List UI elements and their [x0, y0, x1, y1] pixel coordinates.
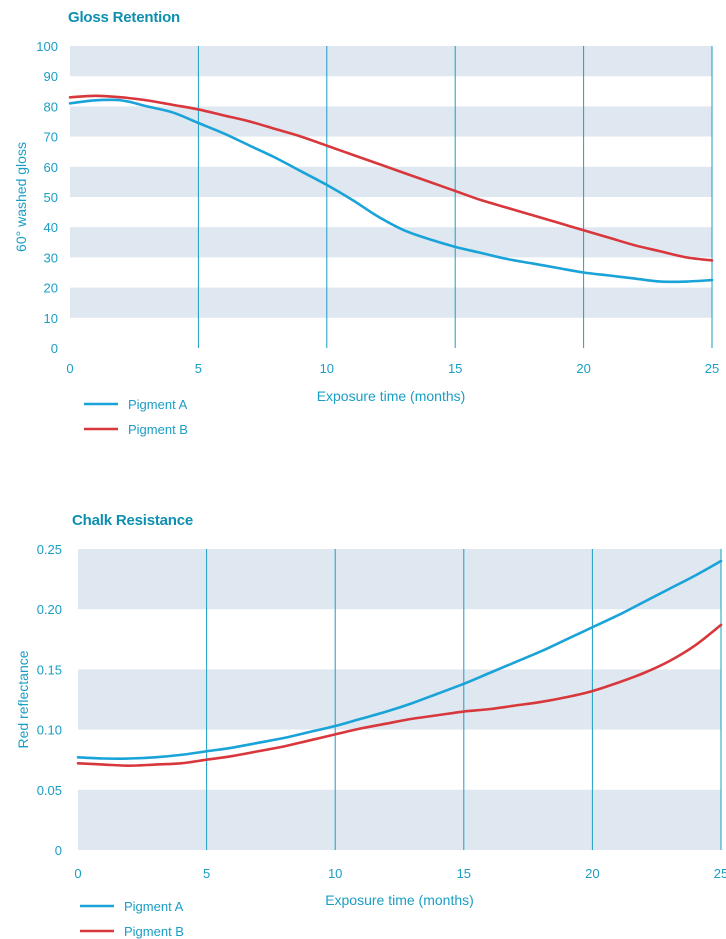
x-tick-label: 20 — [585, 866, 599, 881]
chalk-resistance-chart: 0 5 10 15 20 25 0 0.05 0.10 0.15 0.20 0.25 Exposure … — [15, 542, 726, 939]
x-axis-label: Exposure time (months) — [317, 388, 466, 404]
y-tick-label: 90 — [44, 69, 58, 84]
chart-title: Gloss Retention — [68, 9, 181, 26]
y-tick-label: 30 — [44, 250, 58, 265]
y-tick-label: 0 — [55, 843, 62, 858]
y-tick-label: 0.15 — [37, 662, 62, 677]
y-tick-label: 60 — [44, 160, 58, 175]
x-tick-label: 5 — [195, 361, 202, 376]
x-tick-label: 5 — [203, 866, 210, 881]
series-line-pigment-b — [68, 94, 714, 262]
grid-band — [70, 106, 712, 137]
y-axis-label: Red reflectance — [15, 650, 31, 748]
series-line-pigment-b — [76, 623, 723, 768]
series-line-pigment-a — [68, 98, 714, 284]
grid-band — [70, 227, 712, 258]
x-tick-label: 25 — [705, 361, 719, 376]
x-axis-label: Exposure time (months) — [325, 892, 474, 908]
y-tick-label: 80 — [44, 99, 58, 114]
y-axis-label: 60° washed gloss — [13, 142, 29, 252]
y-tick-label: 0.10 — [37, 723, 62, 738]
legend-label: Pigment A — [128, 397, 188, 412]
legend-label: Pigment A — [124, 899, 184, 914]
x-tick-label: 0 — [74, 866, 81, 881]
x-tick-label: 10 — [320, 361, 334, 376]
x-tick-label: 15 — [448, 361, 462, 376]
y-tick-label: 100 — [36, 39, 58, 54]
grid-band — [78, 789, 721, 850]
x-tick-label: 25 — [714, 866, 726, 881]
y-tick-label: 0.25 — [37, 542, 62, 557]
grid-band — [78, 669, 721, 730]
y-tick-label: 40 — [44, 220, 58, 235]
grid-band — [78, 549, 721, 610]
x-tick-label: 0 — [66, 361, 73, 376]
legend-label: Pigment B — [128, 422, 188, 437]
x-tick-label: 15 — [457, 866, 471, 881]
y-tick-label: 0.05 — [37, 783, 62, 798]
grid-band — [70, 46, 712, 77]
chart-title: Chalk Resistance — [72, 512, 194, 529]
y-tick-label: 70 — [44, 130, 58, 145]
y-tick-label: 10 — [44, 311, 58, 326]
grid-band — [70, 287, 712, 318]
x-tick-label: 10 — [328, 866, 342, 881]
y-tick-label: 50 — [44, 190, 58, 205]
x-tick-label: 20 — [576, 361, 590, 376]
grid-band — [70, 166, 712, 197]
y-tick-label: 20 — [44, 281, 58, 296]
y-tick-label: 0.20 — [37, 602, 62, 617]
gloss-retention-chart: 0 5 10 15 20 25 0 10 20 30 40 50 60 70 80 90 100 Exposure… — [13, 39, 719, 437]
y-tick-label: 0 — [51, 341, 58, 356]
series-line-pigment-a — [76, 559, 723, 760]
legend-label: Pigment B — [124, 924, 184, 939]
